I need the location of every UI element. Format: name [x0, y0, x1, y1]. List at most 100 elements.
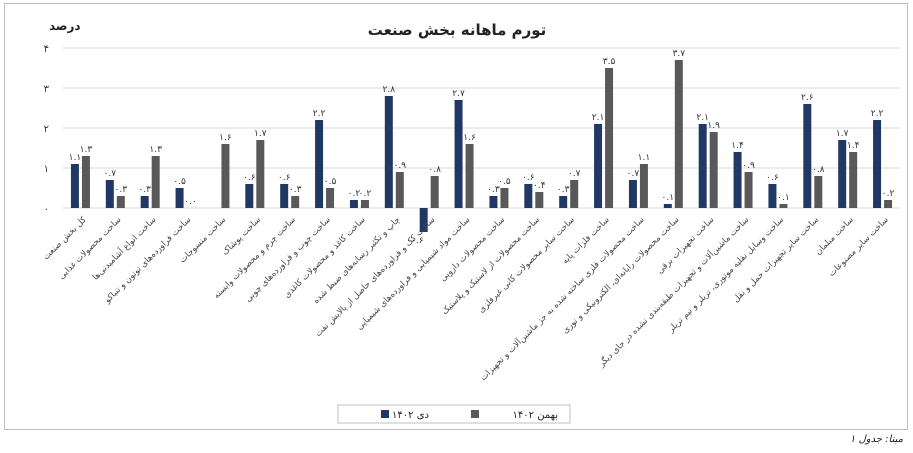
value-label: ۰.۳	[138, 185, 151, 195]
bar-dey	[454, 100, 463, 208]
bar-dey	[768, 184, 777, 208]
gridlines	[63, 47, 900, 209]
value-label: ۰.۲	[359, 189, 372, 199]
chart-title: تورم ماهانه بخش صنعت	[368, 21, 547, 39]
bar-bahman	[291, 196, 300, 208]
legend-label: دی ۱۴۰۲	[392, 410, 429, 421]
bar-bahman	[151, 156, 160, 208]
bar-dey	[105, 180, 114, 208]
value-label: ۰.۵	[324, 177, 337, 187]
bar-dey	[559, 196, 568, 208]
bar-bahman	[884, 200, 893, 208]
category-label: ساخت انواع آشامیدنی‌ها	[89, 214, 158, 283]
bar-dey	[698, 124, 707, 208]
bar-dey	[315, 120, 324, 208]
bar-bahman	[849, 152, 858, 208]
bar-dey	[733, 152, 742, 208]
bar-bahman	[535, 192, 544, 208]
value-label: ۱.۳	[149, 145, 162, 155]
value-label: ۲.۸	[383, 85, 396, 95]
bar-dey	[628, 180, 637, 208]
value-label: ۰.۶	[278, 173, 291, 183]
value-label: ۰.۱	[662, 193, 675, 203]
legend-swatch	[471, 410, 479, 418]
value-label: ۰.۴	[533, 181, 546, 191]
bar-dey	[419, 208, 428, 232]
bar-bahman	[256, 140, 265, 208]
bar-dey	[663, 204, 672, 208]
source-note: مبنا: جدول ۱	[849, 434, 903, 445]
category-label: ساخت کک و فراورده‌های حاصل از پالایش نفت	[313, 215, 437, 339]
bar-bahman	[674, 60, 683, 208]
y-tick-label: ۴	[44, 44, 49, 55]
bar-dey	[838, 140, 847, 208]
value-label: ۳.۷	[673, 49, 686, 59]
category-label: ساخت محصولات دارویی	[438, 215, 507, 284]
value-label: ۰.۹	[394, 161, 407, 171]
bar-bahman	[744, 172, 753, 208]
bar-bahman	[326, 188, 335, 208]
value-label: ۰.۵	[498, 177, 511, 187]
value-label: ۰.۷	[568, 169, 581, 179]
value-label: ۰.۸	[812, 165, 825, 175]
bar-dey	[245, 184, 254, 208]
value-label: ۰.۲	[882, 189, 895, 199]
bar-dey	[803, 104, 812, 208]
bar-dey	[140, 196, 149, 208]
value-label: ۱.۷	[836, 129, 849, 139]
bar-dey	[873, 120, 882, 208]
legend: دی ۱۴۰۲ بهمن ۱۴۰۲	[337, 404, 571, 424]
value-label: ۲.۱	[696, 113, 709, 123]
category-label: ساخت سایر مصنوعات	[827, 215, 891, 279]
bar-dey	[594, 124, 603, 208]
value-label: ۰.۵	[173, 177, 186, 187]
value-label: ۱.۳	[80, 145, 93, 155]
category-label: ساخت محصولات غذایی	[57, 215, 124, 282]
value-label: ۲.۷	[452, 89, 465, 99]
value-label: ۰.۸	[428, 165, 441, 175]
value-label: ۳.۵	[603, 57, 616, 67]
value-label: ۰.۷	[627, 169, 640, 179]
bar-bahman	[116, 196, 125, 208]
value-label: -۰.۶	[408, 236, 424, 246]
y-tick-label: ۱	[44, 164, 49, 175]
bar-bahman	[221, 144, 230, 208]
bar-bahman	[430, 176, 439, 208]
legend-box	[337, 404, 571, 424]
bar-bahman	[639, 164, 648, 208]
value-label: ۲.۶	[801, 93, 814, 103]
value-label: ۱.۴	[847, 141, 860, 151]
legend-swatch	[381, 410, 389, 418]
value-label: ۲.۲	[313, 109, 326, 119]
value-label: ۰.۳	[115, 185, 128, 195]
bar-dey	[280, 184, 289, 208]
value-label: ۰.۲	[348, 189, 361, 199]
value-label: ۱.۶	[463, 133, 476, 143]
bar-bahman	[81, 156, 90, 208]
bar-bahman	[814, 176, 823, 208]
bar-dey	[349, 200, 358, 208]
value-label: ۰.۹	[742, 161, 755, 171]
value-label: ۰.۳	[557, 185, 570, 195]
bars	[70, 60, 893, 232]
value-label: ۱.۱	[69, 153, 82, 163]
bar-dey	[524, 184, 533, 208]
y-tick-label: ۳	[44, 84, 50, 95]
y-tick-label: ۰	[44, 204, 49, 215]
value-label: ۰.۳	[289, 185, 302, 195]
value-label: ۱.۹	[707, 121, 720, 131]
value-label: ۱.۴	[731, 141, 744, 151]
y-tick-label: ۲	[44, 124, 49, 135]
bar-bahman	[570, 180, 579, 208]
bar-bahman	[360, 200, 369, 208]
bar-bahman	[395, 172, 404, 208]
value-label: ۰.۶	[766, 173, 779, 183]
value-label: ۰.۱	[777, 193, 790, 203]
bar-bahman	[500, 188, 509, 208]
bar-bahman	[605, 68, 614, 208]
value-label: ۰.۷	[104, 169, 117, 179]
value-label: ۰.۰	[184, 197, 197, 207]
